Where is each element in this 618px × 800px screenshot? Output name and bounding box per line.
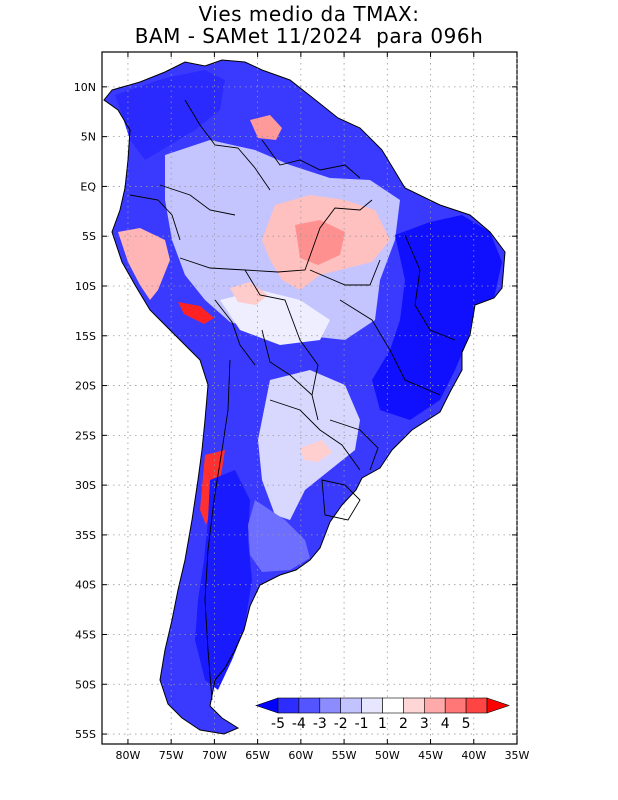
colorbar-label: -3 (313, 716, 327, 732)
lat-tick-label: 15S (75, 330, 96, 343)
colorbar-box (319, 697, 341, 714)
lon-tick-label: 60W (288, 749, 313, 762)
neutral-region (220, 290, 330, 345)
border-brazil-states-amazon (309, 259, 381, 286)
colorbar-label: 4 (441, 716, 450, 732)
longitude-axis: 80W 75W 70W 65W 60W 55W 50W 45W 40W 35W (116, 52, 530, 762)
latitude-axis: 10N 5N EQ 5S 10S 15S 20S 25S 30S 35S 40S 45S 50S 55S (74, 81, 517, 741)
colorbar-label: -5 (271, 716, 285, 732)
cold-region-north-colombia (115, 70, 225, 160)
cold-region-pampas (248, 500, 310, 572)
colorbar: -5 -4 -3 -2 -1 1 2 3 4 5 (255, 697, 510, 732)
colorbar-box (444, 697, 467, 714)
map-content (104, 60, 505, 734)
lat-tick-label: 45S (75, 628, 96, 641)
colorbar-label: 1 (378, 716, 387, 732)
lat-tick-label: 5S (82, 230, 96, 243)
figure-title-line2: BAM - SAMet 11/2024 para 096h (134, 24, 484, 48)
lon-tick-label: 35W (505, 749, 530, 762)
lon-tick-label: 40W (461, 749, 486, 762)
colorbar-label: 5 (462, 716, 471, 732)
colorbar-box (340, 697, 362, 714)
lon-tick-label: 50W (375, 749, 400, 762)
lat-tick-label: 55S (75, 728, 96, 741)
border-bolivia-paraguay (261, 329, 313, 396)
lat-tick-label: 25S (75, 429, 96, 442)
colorbar-label: 3 (420, 716, 429, 732)
lat-tick-label: 40S (75, 579, 96, 592)
border-brazil-states-ne (404, 234, 456, 341)
lat-tick-label: EQ (80, 180, 96, 193)
lat-tick-label: 5N (81, 131, 96, 144)
colorbar-box (382, 697, 404, 714)
border-peru-bolivia (214, 299, 256, 366)
colorbar-box (361, 697, 383, 714)
colorbar-label: -1 (355, 716, 369, 732)
border-guianas (261, 139, 361, 179)
colorbar-box (277, 697, 300, 714)
border-colombia-peru (159, 184, 236, 216)
border-uruguay (321, 479, 361, 521)
coastline (103, 59, 506, 735)
lon-tick-label: 55W (332, 749, 357, 762)
border-ecuador-peru (129, 194, 181, 241)
colorbar-label: 2 (399, 716, 408, 732)
lat-tick-label: 35S (75, 529, 96, 542)
border-brazil-states-central (339, 299, 441, 396)
warm-region-peru-coast (118, 228, 170, 300)
figure-title-line1: Vies medio da TMAX: (198, 2, 420, 26)
colorbar-box (423, 697, 446, 714)
colorbar-label: -4 (292, 716, 306, 732)
colorbar-over-triangle (486, 697, 510, 714)
border-chile-argentina (204, 359, 231, 701)
lat-tick-label: 10S (75, 280, 96, 293)
lon-tick-label: 75W (159, 749, 184, 762)
colorbar-box (403, 697, 425, 714)
colorbar-box (298, 697, 321, 714)
lon-tick-label: 80W (116, 749, 141, 762)
warm-region-guiana (250, 115, 282, 140)
colorbar-label: -2 (334, 716, 348, 732)
border-brazil-states-south (329, 419, 379, 471)
hot-region-peru (178, 302, 214, 324)
border-argentina-paraguay (269, 399, 361, 471)
lon-tick-label: 70W (202, 749, 227, 762)
lon-tick-label: 65W (245, 749, 270, 762)
strong-cold-northeast-brazil (372, 215, 502, 420)
country-borders (129, 99, 456, 701)
lon-tick-label: 45W (418, 749, 443, 762)
lat-tick-label: 50S (75, 678, 96, 691)
warm-region-mato-grosso (230, 282, 268, 305)
warm-region-parana (300, 440, 332, 462)
strong-cold-patagonia (195, 470, 252, 690)
lat-tick-label: 10N (74, 81, 96, 94)
colorbar-box (465, 697, 488, 714)
border-brazil-west (179, 199, 373, 273)
lat-tick-label: 30S (75, 479, 96, 492)
border-colombia-venezuela (184, 99, 271, 191)
warm-region-amazon-core (295, 220, 345, 265)
lat-tick-label: 20S (75, 380, 96, 393)
